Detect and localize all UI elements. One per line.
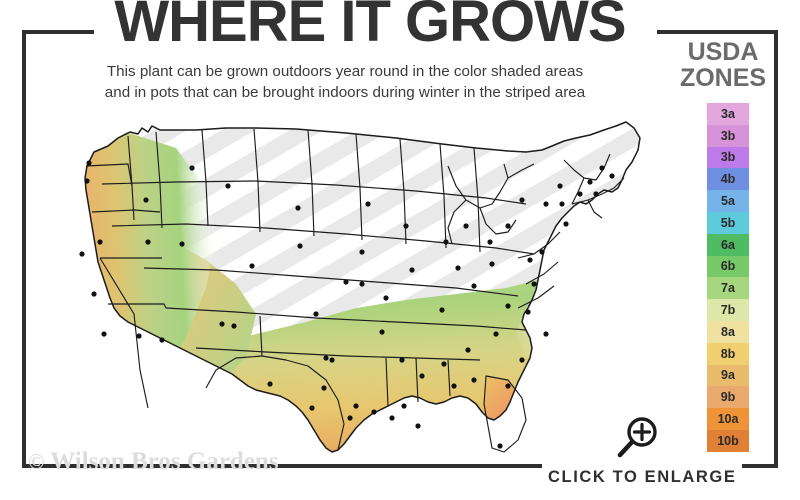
subtitle: This plant can be grown outdoors year ro…	[40, 62, 650, 103]
frame-border-top-right	[657, 30, 778, 34]
zone-swatch-4b-3: 4b	[707, 168, 749, 191]
frame-border-bottom-left	[22, 464, 542, 468]
zone-swatch-9b-13: 9b	[707, 386, 749, 409]
zone-swatch-8a-10: 8a	[707, 320, 749, 343]
click-to-enlarge-label[interactable]: CLICK TO ENLARGE	[548, 468, 737, 486]
usda-zone-legend: 3a 3b 3b 4b 5a 5b 6a 6b 7a 7b 8a 8b 9a 9b 10a 10b	[707, 103, 749, 452]
zone-swatch-10b-15: 10b	[707, 429, 749, 452]
zone-swatch-3b-1: 3b	[707, 124, 749, 147]
legend-heading-line-2: ZONES	[679, 63, 767, 92]
magnifier-plus-icon[interactable]	[612, 416, 664, 460]
frame-border-left	[22, 30, 26, 468]
frame-border-top-left	[22, 30, 94, 34]
legend-heading: USDA ZONES	[660, 38, 786, 92]
zone-swatch-10a-14: 10a	[707, 408, 749, 430]
zone-swatch-8b-11: 8b	[707, 342, 749, 365]
subtitle-line-2: and in pots that can be brought indoors …	[104, 83, 586, 101]
zone-swatch-3a-0: 3a	[707, 103, 749, 125]
watermark-text: Wilson Bros Gardens	[50, 448, 279, 475]
zone-swatch-7b-9: 7b	[707, 299, 749, 321]
zone-swatch-5a-4: 5a	[707, 190, 749, 212]
frame-border-right	[774, 30, 778, 468]
frame-border-bottom-right	[742, 464, 778, 468]
zone-swatch-3b-2: 3b	[707, 146, 749, 169]
state-boundaries	[84, 121, 641, 453]
copyright-icon: ©	[28, 449, 45, 474]
legend-heading-line-1: USDA	[687, 38, 759, 66]
usda-hardiness-zone-map	[56, 108, 656, 460]
subtitle-line-1: This plant can be grown outdoors year ro…	[106, 63, 584, 80]
page-title: WHERE IT GROWS	[114, 0, 626, 54]
zone-swatch-7a-8: 7a	[707, 277, 749, 300]
city-markers	[79, 160, 615, 449]
zone-swatch-6a-6: 6a	[707, 233, 749, 256]
zone-swatch-5b-5: 5b	[707, 211, 749, 234]
zone-swatch-6b-7: 6b	[707, 255, 749, 278]
zone-swatch-9a-12: 9a	[707, 364, 749, 387]
watermark: © Wilson Bros Gardens	[28, 448, 279, 476]
